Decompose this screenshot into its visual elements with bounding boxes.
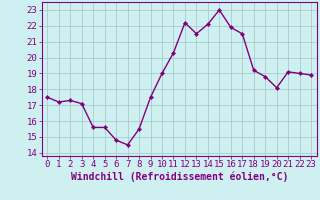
X-axis label: Windchill (Refroidissement éolien,°C): Windchill (Refroidissement éolien,°C)	[70, 172, 288, 182]
